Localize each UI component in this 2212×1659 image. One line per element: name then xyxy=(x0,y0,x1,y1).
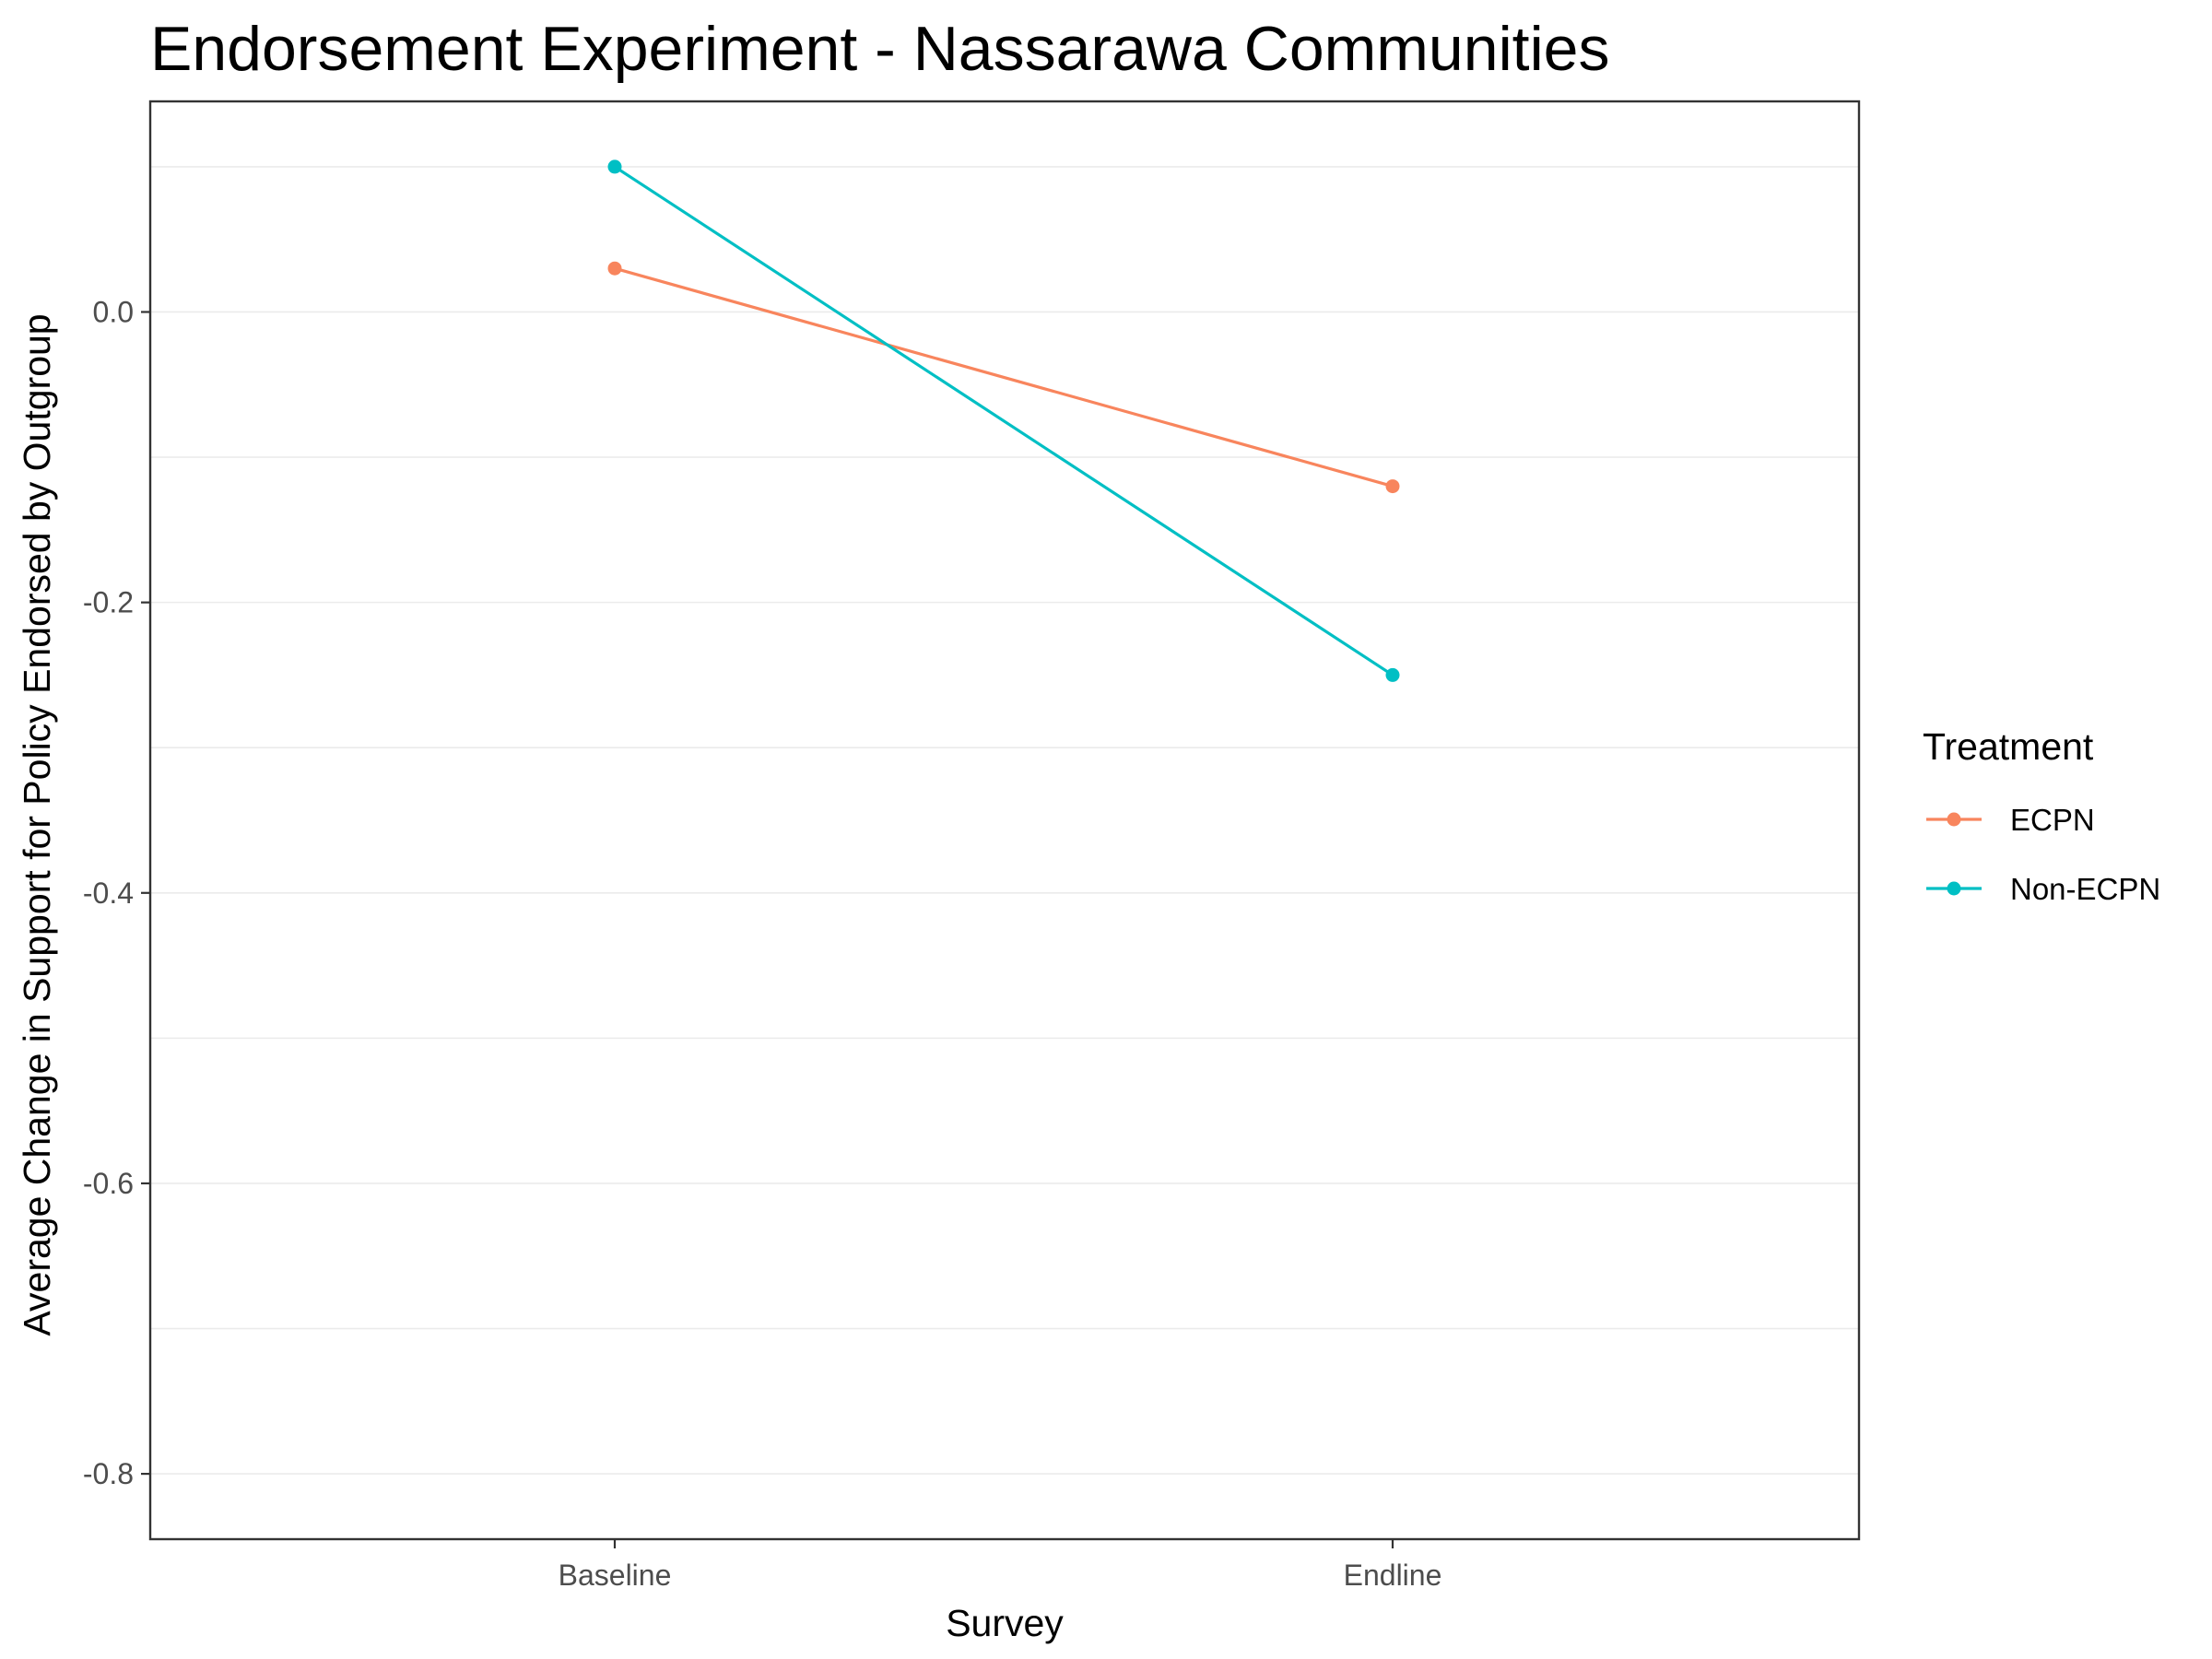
series-line xyxy=(614,165,1394,677)
data-point xyxy=(1385,479,1400,494)
y-axis-title: Average Change in Support for Policy End… xyxy=(16,313,58,1335)
legend: Treatment ECPN Non-ECPN xyxy=(1923,725,2160,906)
series-layer xyxy=(607,159,1400,682)
y-axis: 0.0 -0.2 -0.4 -0.6 -0.8 xyxy=(83,295,150,1490)
y-tick-label: -0.8 xyxy=(83,1457,134,1490)
y-tick-label: -0.2 xyxy=(83,586,134,619)
legend-label: ECPN xyxy=(2010,803,2095,837)
x-tick-label: Baseline xyxy=(559,1559,672,1592)
data-point xyxy=(1385,667,1400,682)
y-tick-label: 0.0 xyxy=(93,295,134,328)
x-axis: Baseline Endline xyxy=(559,1539,1442,1592)
data-point xyxy=(607,261,622,276)
grid-lines xyxy=(150,166,1859,1475)
y-tick-label: -0.4 xyxy=(83,877,134,910)
legend-label: Non-ECPN xyxy=(2010,872,2160,906)
legend-key-point xyxy=(1947,881,1961,896)
data-point xyxy=(607,159,622,174)
y-tick-label: -0.6 xyxy=(83,1167,134,1200)
chart-title: Endorsement Experiment - Nassarawa Commu… xyxy=(150,14,1610,84)
legend-key-point xyxy=(1947,812,1961,827)
x-axis-title: Survey xyxy=(946,1602,1064,1644)
legend-items: ECPN Non-ECPN xyxy=(1926,803,2160,906)
x-tick-label: Endline xyxy=(1344,1559,1442,1592)
legend-title: Treatment xyxy=(1923,725,2094,768)
plot-panel xyxy=(148,100,1861,1541)
series-line xyxy=(614,266,1394,488)
